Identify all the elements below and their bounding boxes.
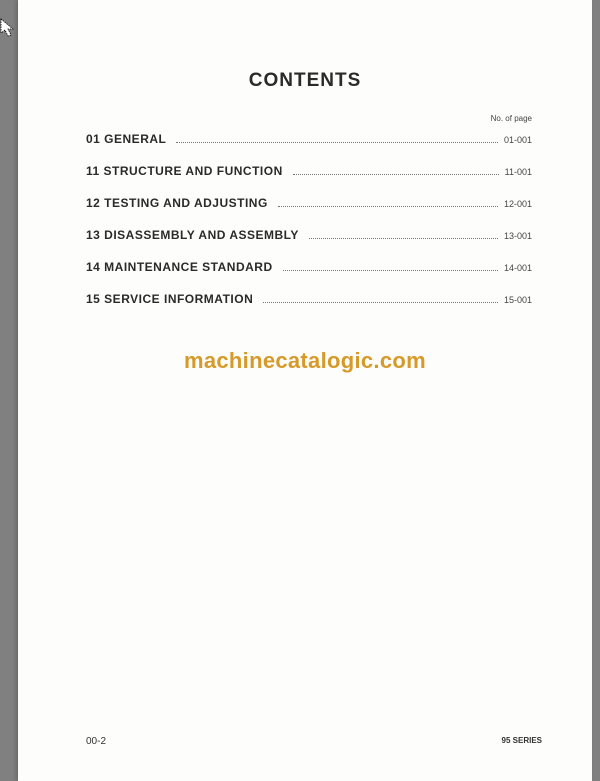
toc-dots <box>278 206 498 207</box>
toc-page-number: 13-001 <box>504 231 532 241</box>
toc-page-number: 15-001 <box>504 295 532 305</box>
toc-row: 15 SERVICE INFORMATION 15-001 <box>86 292 532 306</box>
toc-dots <box>293 174 499 175</box>
table-of-contents: 01 GENERAL 01-001 11 STRUCTURE AND FUNCTIO… <box>86 132 532 324</box>
page-footer: 00-2 95 SERIES <box>86 736 542 747</box>
toc-row: 01 GENERAL 01-001 <box>86 132 532 146</box>
toc-page-number: 14-001 <box>504 263 532 273</box>
toc-label: 12 TESTING AND ADJUSTING <box>86 196 268 210</box>
toc-label: 13 DISASSEMBLY AND ASSEMBLY <box>86 228 299 242</box>
toc-row: 13 DISASSEMBLY AND ASSEMBLY 13-001 <box>86 228 532 242</box>
toc-label: 11 STRUCTURE AND FUNCTION <box>86 164 283 178</box>
document-page: CONTENTS No. of page 01 GENERAL 01-001 11 … <box>18 0 592 781</box>
toc-dots <box>263 302 498 303</box>
toc-dots <box>309 238 498 239</box>
page-content: CONTENTS No. of page 01 GENERAL 01-001 11 … <box>18 0 592 781</box>
contents-title: CONTENTS <box>18 70 592 92</box>
toc-dots <box>283 270 498 271</box>
cursor-icon <box>0 18 16 38</box>
footer-page-number: 00-2 <box>86 736 106 747</box>
watermark-text: machinecatalogic.com <box>18 348 592 374</box>
toc-page-number: 01-001 <box>504 135 532 145</box>
footer-series-label: 95 SERIES <box>502 736 542 747</box>
toc-label: 15 SERVICE INFORMATION <box>86 292 253 306</box>
toc-dots <box>176 142 498 143</box>
toc-label: 14 MAINTENANCE STANDARD <box>86 260 273 274</box>
toc-page-number: 11-001 <box>505 167 532 177</box>
toc-page-number: 12-001 <box>504 199 532 209</box>
toc-row: 14 MAINTENANCE STANDARD 14-001 <box>86 260 532 274</box>
toc-row: 12 TESTING AND ADJUSTING 12-001 <box>86 196 532 210</box>
page-number-column-header: No. of page <box>491 114 532 123</box>
toc-label: 01 GENERAL <box>86 132 166 146</box>
toc-row: 11 STRUCTURE AND FUNCTION 11-001 <box>86 164 532 178</box>
